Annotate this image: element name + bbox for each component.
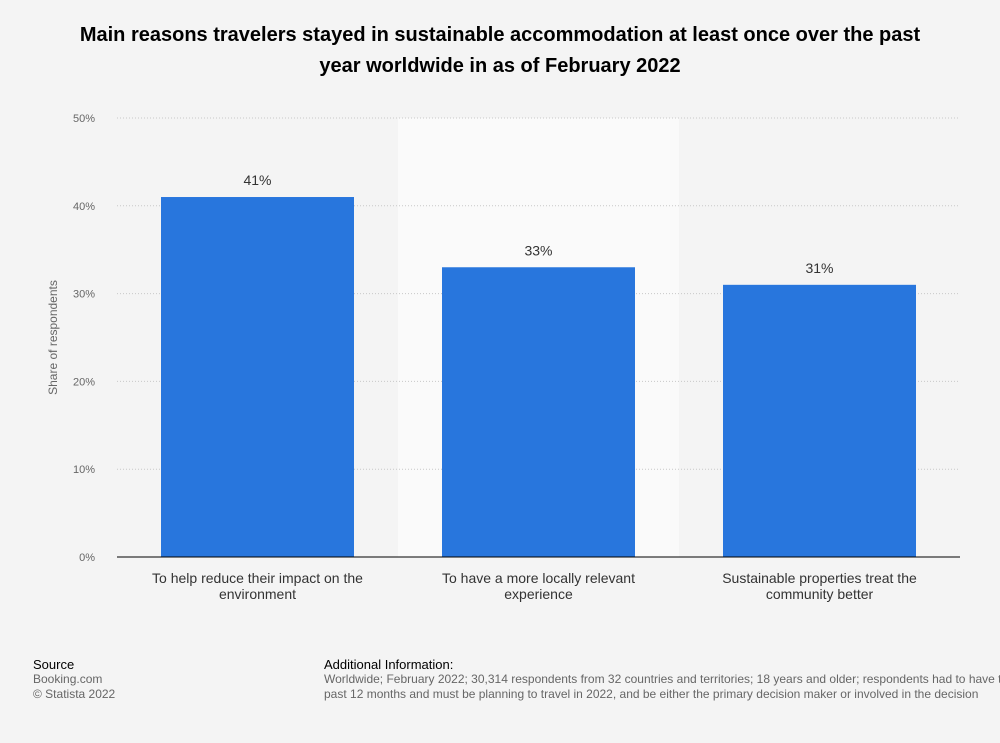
y-tick-label: 30%	[73, 289, 95, 301]
y-tick-label: 0%	[79, 552, 95, 564]
bar	[723, 284, 916, 557]
x-category-label: To help reduce their impact on the	[152, 570, 363, 586]
bar-chart: 0% 10% 20% 30% 40% 50% Share of respondents 41%…	[46, 113, 960, 602]
x-category-label: experience	[504, 586, 573, 602]
x-category-label: environment	[219, 586, 296, 602]
additional-info-block: Additional Information: Worldwide; Febru…	[324, 657, 1000, 702]
additional-info-line: Worldwide; February 2022; 30,314 respond…	[324, 672, 1000, 686]
x-category-label: Sustainable properties treat the	[722, 570, 917, 586]
bar	[161, 197, 354, 557]
source-heading: Source	[33, 657, 75, 672]
y-axis-label: Share of respondents	[46, 280, 60, 395]
bar	[442, 267, 635, 557]
additional-info-heading: Additional Information:	[324, 657, 454, 672]
copyright-line[interactable]: © Statista 2022	[33, 687, 116, 701]
y-tick-label: 20%	[73, 376, 95, 388]
x-category-label: To have a more locally relevant	[442, 570, 635, 586]
chart-title: Main reasons travelers stayed in sustain…	[79, 24, 921, 77]
additional-info-line: past 12 months and must be planning to t…	[324, 687, 979, 701]
x-category-label: community better	[766, 586, 874, 602]
y-tick-label: 40%	[73, 201, 95, 213]
source-block: Source Booking.com © Statista 2022	[33, 657, 115, 702]
y-tick-label: 50%	[73, 113, 95, 125]
bar-value-label: 41%	[243, 172, 271, 188]
bar-value-label: 33%	[524, 242, 552, 258]
source-line[interactable]: Booking.com	[33, 672, 103, 686]
y-tick-label: 10%	[73, 464, 95, 476]
bar-value-label: 31%	[805, 260, 833, 276]
